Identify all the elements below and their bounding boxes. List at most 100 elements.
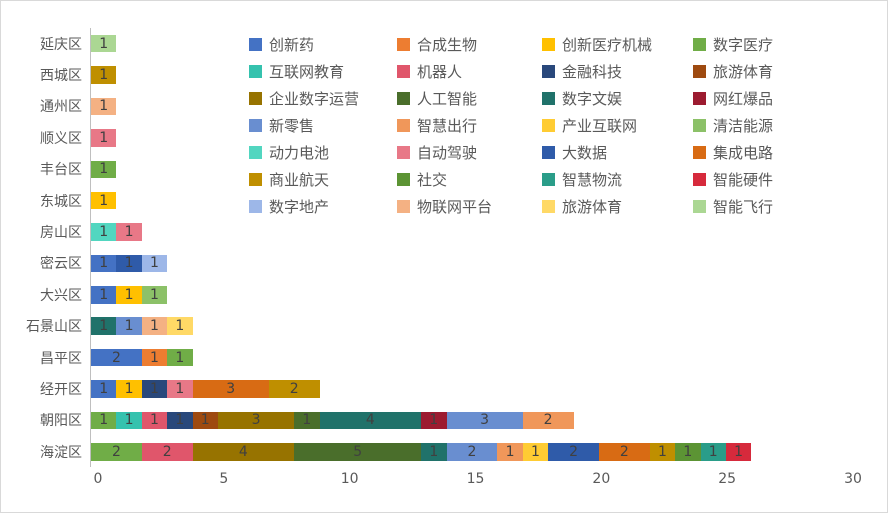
legend-label: 创新医疗机械 [562,36,653,54]
bar-row: 密云区 1 1 1 [1,247,853,280]
legend-label: 自动驾驶 [417,144,478,162]
bar-row: 西城区 1 [1,59,853,91]
legend-label: 大数据 [562,144,608,162]
category-label: 丰台区 [40,162,82,179]
bar-segment-企业数字运营: 3 [217,411,295,430]
bar-segment-新零售: 3 [446,411,523,430]
bar-segment-数字地产: 1 [141,254,168,273]
legend-item-集成电路: 集成电路 [693,139,863,166]
legend-label: 清洁能源 [713,117,774,135]
bar-segment-商业航天: 1 [649,443,676,461]
legend-label: 旅游体育 [562,198,623,216]
legend-swatch-icon [542,38,555,51]
legend-label: 数字医疗 [713,36,774,54]
bar-row: 顺义区 1 [1,122,853,154]
bar-segment-机器人: 2 [141,443,193,461]
legend-swatch-icon [397,119,410,132]
legend-item-机器人: 机器人 [397,58,542,85]
legend-swatch-icon [397,173,410,186]
legend-label: 动力电池 [269,144,330,162]
bar-segment-创新药: 1 [91,380,117,398]
category-label: 石景山区 [26,319,82,336]
legend-swatch-icon [397,146,410,159]
bar-segment-物联网平台: 1 [141,317,168,335]
bar-row: 通州区 1 [1,90,853,123]
bar-segment-社交: 1 [675,443,701,461]
bar-segment-大数据: 2 [548,443,599,461]
bar-segment-网红爆品: 1 [421,411,447,430]
legend-swatch-icon [693,92,706,105]
legend-label: 产业互联网 [562,117,638,135]
bar-segment-创新医疗机械: 1 [91,191,117,210]
bar-segment-智能硬件: 1 [725,443,752,461]
bar-segment-新零售: 2 [446,443,498,461]
legend: 创新药 合成生物 创新医疗机械 数字医疗 互联网教育 机器人 金融科技 旅游体育 企业数字运营人… [249,31,863,220]
bar-row: 丰台区 1 [1,153,853,185]
legend-item-旅游体育: 旅游体育 [542,193,693,220]
legend-item-社交: 社交 [397,166,542,193]
bar-segment-创新医疗机械: 1 [116,380,142,398]
legend-swatch-icon [542,119,555,132]
legend-label: 集成电路 [713,144,774,162]
category-label: 密云区 [40,256,82,273]
legend-label: 智能硬件 [713,171,774,189]
legend-label: 金融科技 [562,63,623,81]
bar-segment-人工智能: 5 [294,443,422,461]
category-label: 朝阳区 [40,413,82,430]
legend-swatch-icon [397,92,410,105]
legend-swatch-icon [693,200,706,213]
bar-segment-创新药: 1 [91,286,117,304]
legend-swatch-icon [693,173,706,186]
legend-item-智慧出行: 智慧出行 [397,112,542,139]
legend-swatch-icon [542,146,555,159]
bar-segment-智慧物流: 1 [700,443,726,461]
bar-segment-动力电池: 1 [91,223,117,241]
legend-item-合成生物: 合成生物 [397,31,542,58]
x-axis-tick-label: 10 [340,471,359,487]
legend-item-智能飞行: 智能飞行 [693,193,863,220]
legend-label: 旅游体育 [713,63,774,81]
x-axis-tick-label: 15 [466,471,485,487]
legend-swatch-icon [542,173,555,186]
bar-track: 1 [90,153,853,185]
legend-label: 新零售 [269,117,315,135]
bar-row: 房山区 1 1 [1,216,853,248]
bar-segment-物联网平台: 1 [91,97,117,116]
bar-row: 朝阳区 1 1 1 1 1 3 1 4 1 3 2 [1,404,853,437]
bar-row: 东城区 1 [1,184,853,217]
bar-segment-清洁能源: 1 [141,286,168,304]
legend-item-企业数字运营: 企业数字运营 [249,85,397,112]
legend-item-网红爆品: 网红爆品 [693,85,863,112]
legend-swatch-icon [397,200,410,213]
legend-label: 人工智能 [417,90,478,108]
bar-segment-创新药: 2 [91,348,142,367]
legend-label: 社交 [417,171,448,189]
bar-segment-自动驾驶: 1 [91,129,117,147]
bar-segment-集成电路: 2 [598,443,650,461]
legend-item-数字医疗: 数字医疗 [693,31,863,58]
legend-swatch-icon [542,65,555,78]
category-label: 西城区 [40,68,82,85]
x-axis-tick-label: 20 [592,471,611,487]
legend-item-清洁能源: 清洁能源 [693,112,863,139]
bar-segment-机器人: 1 [141,411,168,430]
bar-segment-数字医疗: 1 [91,160,117,178]
category-label: 房山区 [40,225,82,242]
bar-segment-智慧出行: 1 [497,443,523,461]
legend-label: 物联网平台 [417,198,493,216]
bar-segment-互联网教育: 1 [116,411,142,430]
legend-swatch-icon [249,92,262,105]
legend-item-产业互联网: 产业互联网 [542,112,693,139]
plot-area: 延庆区 1 西城区 1 通州区 1 顺义区 1 丰台区 1 东城区 1 房山区 1 1 密云区 1 1 1 大兴区 1 1… [1,28,853,468]
category-label: 昌平区 [40,350,82,367]
bar-row: 昌平区 2 1 1 [1,341,853,374]
bar-row: 延庆区 1 [1,28,853,60]
legend-label: 网红爆品 [713,90,774,108]
bar-track: 1 [90,184,853,217]
